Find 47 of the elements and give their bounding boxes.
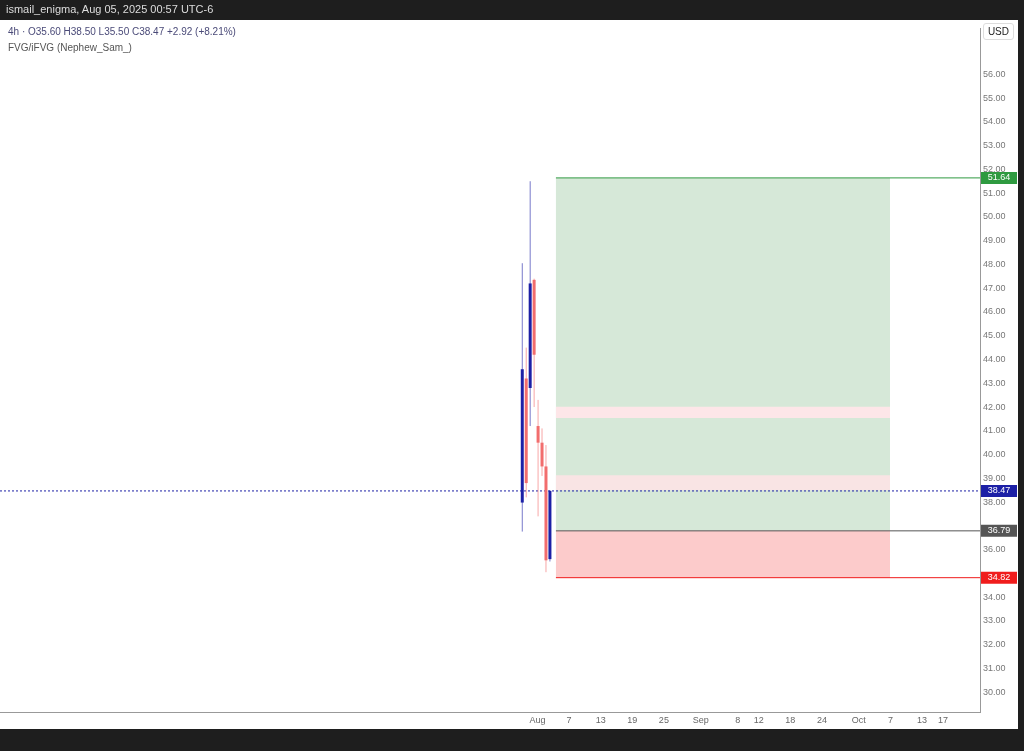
x-tick-label: Oct xyxy=(851,715,867,726)
x-tick-label: 12 xyxy=(753,715,764,726)
y-tick-label: 39.00 xyxy=(983,472,1006,483)
y-tick-label: 55.00 xyxy=(983,92,1006,103)
y-tick-label: 53.00 xyxy=(983,140,1006,151)
x-tick-label: 25 xyxy=(658,715,669,726)
x-tick-label: 18 xyxy=(785,715,796,726)
y-tick-label: 32.00 xyxy=(983,639,1006,650)
y-tick-label: 52.00 xyxy=(983,163,1006,174)
y-tick-label: 40.00 xyxy=(983,449,1006,460)
chart-title: 4h · O35.60 H38.50 L35.50 C38.47 +2.92 (+8.21%) xyxy=(8,26,236,37)
x-tick-label: 17 xyxy=(938,715,949,726)
y-tick-label: 33.00 xyxy=(983,615,1006,626)
text: FVG/iFVG (Nephew_Sam_) xyxy=(8,42,132,53)
y-tick-label: 56.00 xyxy=(983,68,1006,79)
y-tick-label: 38.00 xyxy=(983,496,1006,507)
y-tick-label: 42.00 xyxy=(983,401,1006,412)
y-tick-label: 51.00 xyxy=(983,187,1006,198)
y-tick-label: 30.00 xyxy=(983,686,1006,697)
x-tick-label: 24 xyxy=(816,715,827,726)
ref-line-label: 34.82 xyxy=(987,572,1011,583)
x-tick-label: 19 xyxy=(627,715,638,726)
y-tick-label: 34.00 xyxy=(983,591,1006,602)
x-tick-label: 7 xyxy=(887,715,893,726)
y-tick-label: 49.00 xyxy=(983,235,1006,246)
x-tick-label: 7 xyxy=(566,715,572,726)
y-tick-label: 45.00 xyxy=(983,330,1006,341)
y-tick-label: 47.00 xyxy=(983,282,1006,293)
x-tick-label: 8 xyxy=(735,715,741,726)
y-tick-label: 50.00 xyxy=(983,211,1006,222)
y-tick-label: 44.00 xyxy=(983,353,1006,364)
ref-line-label: 51.64 xyxy=(987,172,1011,183)
text: ismail_enigma, Aug 05, 2025 00:57 UTC-6 xyxy=(6,3,214,15)
y-tick-label: 46.00 xyxy=(983,306,1006,317)
x-tick-label: 13 xyxy=(595,715,606,726)
y-tick-label: 48.00 xyxy=(983,258,1006,269)
y-tick-label: 36.00 xyxy=(983,544,1006,555)
x-tick-label: 13 xyxy=(917,715,928,726)
ref-line-label: 38.47 xyxy=(987,485,1011,496)
ref-line-label: 36.79 xyxy=(987,525,1011,536)
x-tick-label: Aug xyxy=(529,715,546,726)
y-tick-label: 43.00 xyxy=(983,377,1006,388)
y-axis-title: USD xyxy=(982,23,1014,40)
x-tick-label: Sep xyxy=(692,715,709,726)
y-tick-label: 41.00 xyxy=(983,425,1006,436)
y-tick-label: 31.00 xyxy=(983,662,1006,673)
y-tick-label: 54.00 xyxy=(983,116,1006,127)
